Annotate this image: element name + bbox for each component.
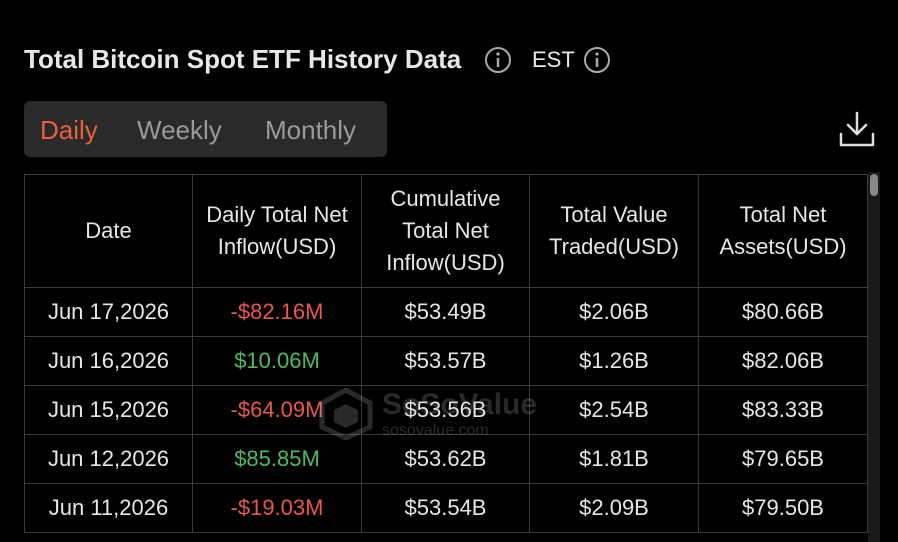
- table-cell: $79.50B: [698, 483, 868, 533]
- table-cell: Jun 15,2026: [24, 385, 193, 435]
- table-cell: $53.49B: [361, 287, 530, 337]
- table-cell: $85.85M: [192, 434, 362, 484]
- table-body: Jun 17,2026 -$82.16M $53.49B $2.06B $80.66B J…: [24, 287, 868, 533]
- column-header: Date: [24, 174, 193, 288]
- table-cell: $80.66B: [698, 287, 868, 337]
- table-cell: $2.06B: [529, 287, 699, 337]
- table-cell: $83.33B: [698, 385, 868, 435]
- table-row: Jun 11,2026 -$19.03M $53.54B $2.09B $79.50B: [24, 483, 868, 533]
- download-button[interactable]: [838, 110, 876, 148]
- timezone: EST: [532, 47, 575, 72]
- table-cell: $2.09B: [529, 483, 699, 533]
- table-cell: $53.57B: [361, 336, 530, 386]
- tab[interactable]: Daily: [40, 115, 98, 145]
- page-title: Total Bitcoin Spot ETF History Data: [24, 44, 462, 74]
- column-header: Cumulative Total Net Inflow(USD): [361, 174, 530, 288]
- table-cell: Jun 17,2026: [24, 287, 193, 337]
- scrollbar-thumb[interactable]: [870, 174, 878, 196]
- table-row: Jun 12,2026 $85.85M $53.62B $1.81B $79.65B: [24, 434, 868, 484]
- header-row: Date Daily Total Net Inflow(USD) Cumulativ…: [24, 174, 868, 288]
- table-cell: $2.54B: [529, 385, 699, 435]
- watermark-brand: SoSoValue: [382, 388, 538, 421]
- table-cell: $53.62B: [361, 434, 530, 484]
- table-cell: $1.26B: [529, 336, 699, 386]
- tab[interactable]: Weekly: [137, 115, 222, 145]
- scrollbar[interactable]: [868, 172, 880, 542]
- table-cell: -$64.09M: [192, 385, 362, 435]
- table-cell: Jun 16,2026: [24, 336, 193, 386]
- table-cell: $1.81B: [529, 434, 699, 484]
- tab-bar: Daily Weekly Monthly: [24, 101, 387, 157]
- table-cell: $53.54B: [361, 483, 530, 533]
- table-cell: $82.06B: [698, 336, 868, 386]
- watermark-site: sosovalue.com: [382, 422, 489, 439]
- table-cell: Jun 12,2026: [24, 434, 193, 484]
- table-cell: $10.06M: [192, 336, 362, 386]
- table-row: Jun 15,2026 -$64.09M $53.56B $2.54B $83.33B: [24, 385, 868, 435]
- table-cell: $53.56B: [361, 385, 530, 435]
- info-icon[interactable]: [583, 46, 611, 74]
- column-header: Total Net Assets(USD): [698, 174, 868, 288]
- column-header: Total Value Traded(USD): [529, 174, 699, 288]
- info-icon[interactable]: [484, 46, 512, 74]
- table-cell: Jun 11,2026: [24, 483, 193, 533]
- table-cell: -$19.03M: [192, 483, 362, 533]
- tab[interactable]: Monthly: [265, 115, 357, 145]
- table-row: Jun 17,2026 -$82.16M $53.49B $2.06B $80.66B: [24, 287, 868, 337]
- table-cell: -$82.16M: [192, 287, 362, 337]
- data-table: Date Daily Total Net Inflow(USD) Cumulativ…: [24, 174, 868, 533]
- table-row: Jun 16,2026 $10.06M $53.57B $1.26B $82.06B: [24, 336, 868, 386]
- table-cell: $79.65B: [698, 434, 868, 484]
- column-header: Daily Total Net Inflow(USD): [192, 174, 362, 288]
- watermark-logo: [319, 388, 373, 440]
